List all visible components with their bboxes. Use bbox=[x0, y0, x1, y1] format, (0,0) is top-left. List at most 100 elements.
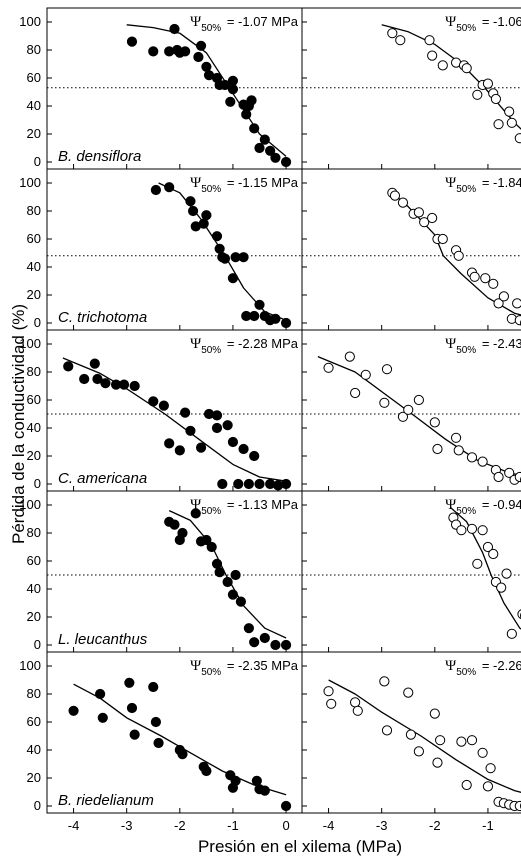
data-point bbox=[435, 735, 446, 746]
psi50-annotation: Ψ50% = -1.84 MPa bbox=[445, 175, 521, 195]
data-point bbox=[100, 378, 111, 389]
panel-1-right: Ψ50% = -1.06 MPa bbox=[301, 7, 521, 170]
data-point bbox=[496, 582, 507, 593]
data-point bbox=[427, 50, 438, 61]
species-label: B. densiflora bbox=[58, 148, 141, 165]
data-point bbox=[413, 394, 424, 406]
data-point bbox=[429, 417, 440, 428]
data-point bbox=[169, 23, 180, 35]
data-point bbox=[164, 438, 175, 449]
y-tick-label: 100 bbox=[19, 658, 41, 673]
data-point bbox=[148, 681, 159, 693]
data-point bbox=[214, 243, 225, 254]
psi50-annotation: Ψ50% = -1.07 MPa bbox=[190, 14, 299, 34]
data-point bbox=[387, 28, 398, 39]
data-point bbox=[427, 212, 438, 224]
data-point bbox=[249, 310, 260, 322]
data-point bbox=[63, 361, 74, 372]
data-point bbox=[514, 471, 521, 483]
data-point bbox=[180, 407, 191, 418]
x-tick-label: -3 bbox=[376, 818, 388, 833]
data-point bbox=[214, 567, 225, 578]
data-point bbox=[437, 60, 448, 71]
data-point bbox=[185, 425, 196, 436]
panel-5-left: 0 20 40 60 80 100 -4 -3 -2 -1 0 Ψ50% = -2.35 MPa B. … bbox=[19, 651, 303, 833]
psi50-annotation: Ψ50% = -1.15 MPa bbox=[190, 175, 299, 195]
data-point bbox=[92, 373, 103, 385]
data-point bbox=[280, 478, 292, 490]
fitted-curve bbox=[317, 355, 521, 477]
data-point bbox=[280, 156, 292, 168]
data-point bbox=[201, 534, 212, 546]
data-point bbox=[461, 779, 472, 791]
data-point bbox=[456, 736, 467, 747]
data-point bbox=[485, 763, 496, 774]
data-point bbox=[259, 134, 270, 145]
data-point bbox=[389, 190, 401, 201]
fitted-curve bbox=[328, 679, 521, 793]
data-point bbox=[480, 273, 491, 284]
x-tick-label: -3 bbox=[121, 818, 133, 833]
data-point bbox=[323, 362, 334, 373]
data-point bbox=[270, 152, 281, 163]
data-point bbox=[222, 576, 233, 588]
data-point bbox=[243, 478, 254, 490]
data-point bbox=[429, 708, 440, 719]
panel-3-left: 0 20 40 60 80 100 Ψ50% = -2.28 MPa C. americana bbox=[19, 329, 303, 492]
data-point bbox=[504, 106, 515, 117]
data-point bbox=[493, 298, 504, 309]
data-point bbox=[150, 184, 162, 196]
data-point bbox=[490, 93, 502, 105]
data-point bbox=[413, 746, 424, 757]
data-point bbox=[381, 725, 393, 736]
data-point bbox=[403, 404, 414, 415]
data-point bbox=[501, 568, 512, 579]
x-tick-label: -1 bbox=[482, 818, 494, 833]
data-point bbox=[243, 623, 254, 634]
y-tick-label: 80 bbox=[27, 364, 41, 379]
x-tick-label: -4 bbox=[323, 818, 335, 833]
y-tick-label: 100 bbox=[19, 175, 41, 190]
y-tick-label: 60 bbox=[27, 231, 41, 246]
psi50-annotation: Ψ50% = -2.26 MPa bbox=[445, 658, 521, 678]
data-point bbox=[219, 79, 231, 91]
data-point bbox=[498, 291, 509, 302]
data-point bbox=[270, 313, 281, 324]
data-point bbox=[461, 63, 472, 74]
data-point bbox=[477, 747, 488, 758]
data-point bbox=[227, 84, 239, 95]
fitted-curve bbox=[450, 507, 521, 630]
y-axis-title: Pérdida de la conductividad (%) bbox=[9, 304, 28, 544]
panel-4-right: Ψ50% = -0.94 MPa bbox=[301, 490, 521, 653]
data-point bbox=[153, 737, 164, 749]
data-point bbox=[150, 716, 162, 728]
data-point bbox=[432, 757, 443, 768]
panel-frame bbox=[46, 329, 303, 492]
data-point bbox=[466, 735, 478, 746]
panel-grid: 0 20 40 60 80 100 Ψ50% = -1.07 MPa B. densiflor… bbox=[19, 7, 521, 833]
data-point bbox=[472, 89, 483, 100]
data-point bbox=[227, 436, 239, 448]
data-point bbox=[177, 749, 188, 760]
data-point bbox=[259, 785, 270, 796]
data-point bbox=[493, 119, 504, 130]
panel-3-right: Ψ50% = -2.43 MPa bbox=[301, 329, 521, 492]
data-point bbox=[450, 432, 462, 443]
data-point bbox=[148, 396, 159, 407]
species-label: C. americana bbox=[58, 470, 147, 487]
panel-frame bbox=[301, 490, 521, 653]
data-point bbox=[246, 95, 257, 106]
x-tick-label: -2 bbox=[174, 818, 186, 833]
data-point bbox=[201, 210, 212, 221]
data-point bbox=[97, 712, 108, 723]
data-point bbox=[270, 639, 281, 651]
panel-2-left: 0 20 40 60 80 100 Ψ50% = -1.15 MPa C. trichotom… bbox=[19, 168, 303, 331]
data-point bbox=[437, 233, 448, 245]
y-tick-label: 20 bbox=[27, 126, 41, 141]
data-point bbox=[211, 558, 223, 569]
data-point bbox=[259, 632, 270, 644]
data-point bbox=[187, 205, 199, 217]
data-point bbox=[227, 273, 239, 284]
data-point bbox=[126, 36, 138, 47]
